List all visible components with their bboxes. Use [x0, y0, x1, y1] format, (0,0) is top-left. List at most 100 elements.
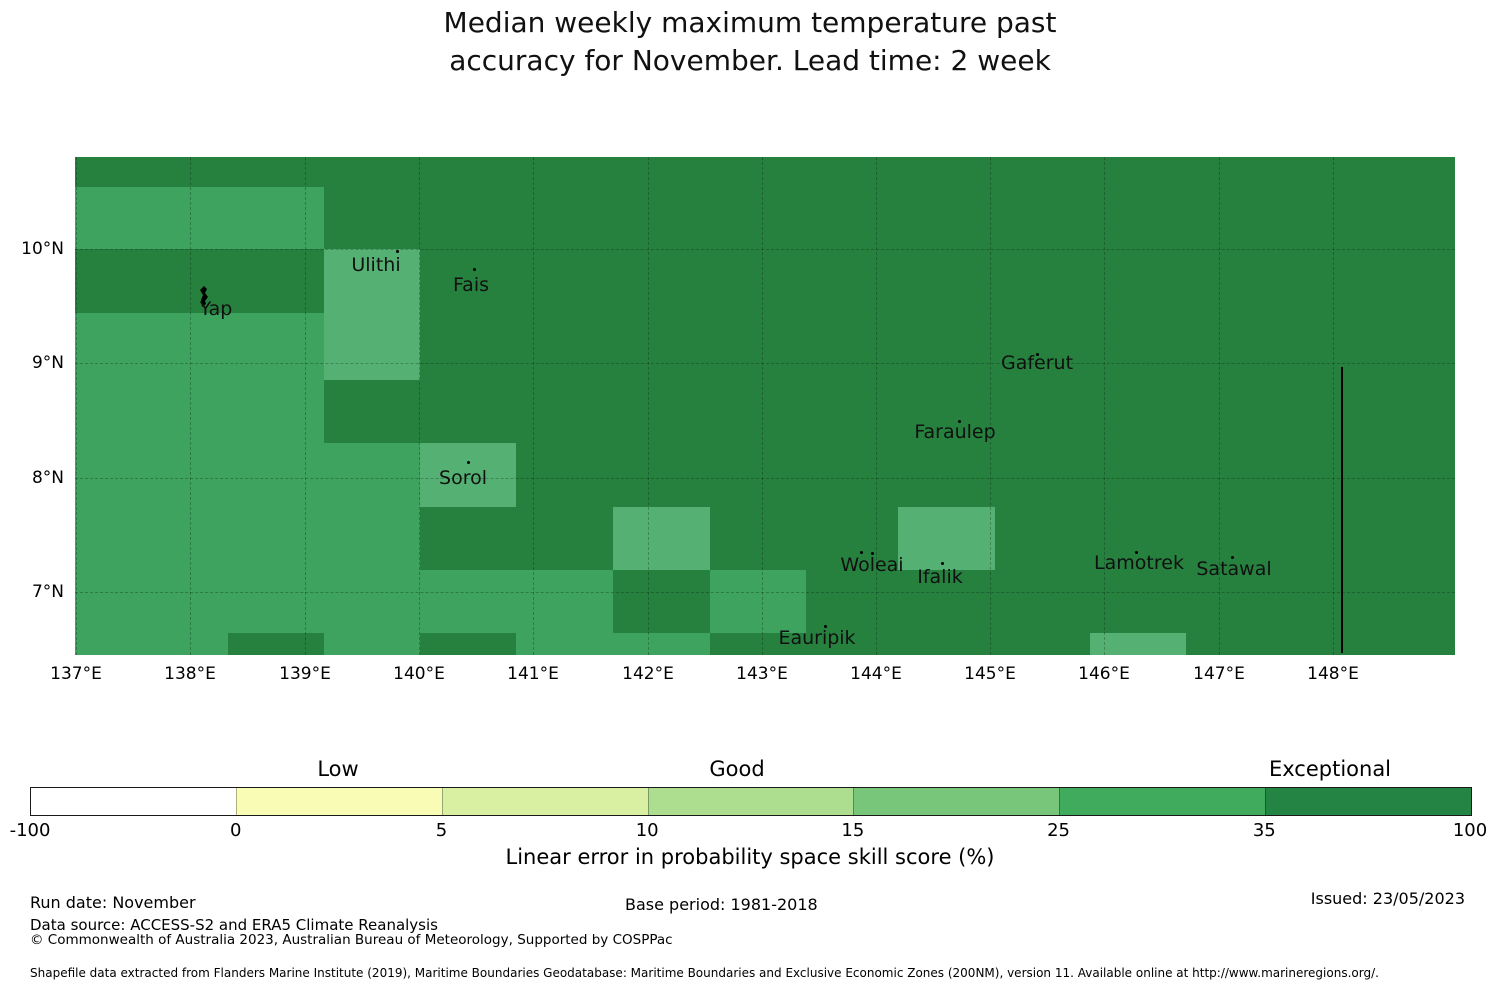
map-cell [516, 633, 710, 655]
chart-title-line1: Median weekly maximum temperature past [443, 6, 1057, 39]
x-tick-label: 144°E [850, 664, 902, 684]
issued-date-text: Issued: 23/05/2023 [1310, 889, 1465, 908]
island-label: Yap [199, 298, 233, 320]
map-cell [75, 313, 324, 443]
colorbar-category-label: Exceptional [1268, 757, 1392, 781]
x-tick-label: 145°E [964, 664, 1016, 684]
colorbar-tick-label: 5 [435, 820, 448, 841]
x-tick-label: 139°E [279, 664, 331, 684]
graticule-line [533, 157, 534, 655]
island-dot [871, 552, 874, 555]
x-tick-label: 142°E [622, 664, 674, 684]
x-tick-label: 137°E [50, 664, 102, 684]
colorbar-segment [1265, 788, 1472, 815]
base-period-text: Base period: 1981-2018 [625, 895, 818, 914]
graticule-line [305, 157, 306, 655]
graticule-line [190, 157, 191, 655]
yap-island-shape [197, 286, 211, 308]
island-dot [473, 268, 476, 271]
island-label: Woleai [840, 554, 904, 576]
island-dot [1135, 551, 1138, 554]
island-dot [1036, 353, 1039, 356]
island-dot [958, 420, 961, 423]
colorbar-segment [1059, 788, 1266, 815]
colorbar-segment [31, 788, 236, 815]
island-label: Satawal [1196, 558, 1272, 580]
graticule-line [648, 157, 649, 655]
colorbar-tick-label: 0 [229, 820, 242, 841]
map-cell [75, 443, 420, 570]
colorbar-category-label: Low [317, 757, 359, 781]
island-label: Lamotrek [1094, 552, 1184, 574]
y-tick-label: 7°N [31, 582, 64, 602]
island-label: Fais [452, 274, 490, 296]
colorbar-tick-label: 15 [841, 820, 865, 841]
x-tick-label: 143°E [736, 664, 788, 684]
graticule-line [990, 157, 991, 655]
shapefile-attribution-text: Shapefile data extracted from Flanders M… [30, 966, 1379, 980]
colorbar-tick-label: 100 [1452, 820, 1488, 841]
graticule-line [1104, 157, 1105, 655]
island-dot [396, 250, 399, 253]
y-tick-label: 9°N [31, 353, 64, 373]
colorbar-tick-label: 25 [1047, 820, 1071, 841]
colorbar-segment [647, 788, 854, 815]
graticule-line [419, 157, 420, 655]
map-cell [75, 633, 228, 655]
colorbar-category-label: Good [709, 757, 765, 781]
graticule-line [1333, 157, 1334, 655]
graticule-line [75, 363, 1455, 364]
colorbar-segment [235, 788, 442, 815]
map-cell [613, 507, 710, 570]
colorbar-tick-label: 35 [1252, 820, 1276, 841]
graticule-line [75, 592, 1455, 593]
x-tick-label: 140°E [393, 664, 445, 684]
colorbar [30, 787, 1472, 816]
y-tick-label: 8°N [31, 468, 64, 488]
x-tick-label: 146°E [1078, 664, 1130, 684]
x-tick-label: 147°E [1193, 664, 1245, 684]
island-dot [824, 625, 827, 628]
graticule-line [75, 478, 1455, 479]
island-dot [860, 551, 863, 554]
colorbar-tick-label: 10 [635, 820, 659, 841]
graticule-line [1219, 157, 1220, 655]
colorbar-segment [441, 788, 648, 815]
x-tick-label: 141°E [507, 664, 559, 684]
colorbar-axis-label: Linear error in probability space skill … [505, 845, 995, 869]
colorbar-segment [853, 788, 1060, 815]
run-date-text: Run date: November [30, 893, 196, 912]
map-cell [710, 570, 806, 633]
map-cell [75, 187, 324, 249]
island-label: Sorol [439, 467, 487, 489]
chart-title-line2: accuracy for November. Lead time: 2 week [449, 44, 1051, 77]
island-dot [941, 562, 944, 565]
map-cell [75, 570, 613, 633]
graticule-line [75, 249, 1455, 250]
map-cell [1090, 633, 1186, 655]
map-cell [324, 249, 420, 380]
data-source-text: Data source: ACCESS-S2 and ERA5 Climate … [30, 916, 438, 934]
copyright-text: © Commonwealth of Australia 2023, Austra… [30, 932, 673, 948]
map-cell [898, 507, 995, 570]
chart-title: Median weekly maximum temperature past a… [0, 4, 1500, 80]
graticule-line [76, 157, 77, 655]
island-dot [1231, 556, 1234, 559]
x-tick-label: 138°E [164, 664, 216, 684]
island-label: Gaferut [1000, 352, 1074, 374]
map-plot-area: Yap Ulithi Fais Sorol Gaferut Faraulep Woleai I… [75, 157, 1455, 655]
eez-boundary-line [1341, 367, 1343, 653]
graticule-line [762, 157, 763, 655]
x-tick-label: 148°E [1307, 664, 1359, 684]
island-label: Ifalik [917, 566, 963, 588]
island-dot [467, 461, 470, 464]
island-label: Eauripik [778, 627, 856, 649]
map-cell [420, 443, 516, 507]
y-tick-label: 10°N [21, 239, 64, 259]
island-label: Ulithi [351, 254, 401, 276]
map-cell [324, 633, 420, 655]
island-label: Faraulep [914, 421, 996, 443]
graticule-line [876, 157, 877, 655]
colorbar-tick-label: -100 [9, 820, 51, 841]
